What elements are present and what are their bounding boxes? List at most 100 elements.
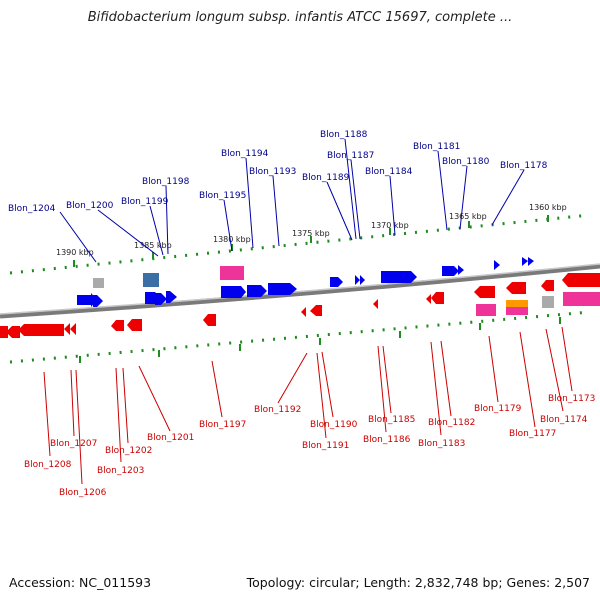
genome-backbone-highlight bbox=[0, 263, 600, 315]
gene-label-blon-1189: Blon_1189 bbox=[302, 173, 350, 183]
gene-arrow-forward bbox=[442, 266, 459, 276]
gene-arrow-forward bbox=[268, 283, 297, 295]
gene-arrow-forward bbox=[93, 295, 103, 307]
gene-label-blon-1186: Blon_1186 bbox=[363, 435, 411, 445]
gene-arrow-reverse bbox=[203, 314, 216, 326]
scale-label: 1385 kbp bbox=[134, 241, 172, 250]
leader-line bbox=[245, 157, 254, 249]
gene-arrow-reverse bbox=[426, 294, 431, 304]
gene-arrow-forward bbox=[494, 260, 500, 270]
scale-label: 1365 kbp bbox=[449, 212, 487, 221]
gene-label-blon-1185: Blon_1185 bbox=[368, 415, 415, 425]
leader-line bbox=[316, 352, 327, 439]
leader-line bbox=[350, 159, 361, 240]
leader-line bbox=[211, 360, 223, 418]
gene-arrow-reverse bbox=[127, 319, 142, 331]
leader-line bbox=[545, 328, 564, 412]
gene-label-blon-1195: Blon_1195 bbox=[199, 191, 246, 201]
gene-arrow-forward bbox=[247, 285, 267, 297]
gene-arrow-reverse bbox=[562, 273, 600, 287]
gene-arrow-reverse bbox=[506, 282, 526, 294]
rna-gene-box bbox=[563, 292, 600, 306]
scale-label: 1370 kbp bbox=[371, 221, 409, 230]
gene-label-blon-1182: Blon_1182 bbox=[428, 418, 475, 428]
reverse-leader-lines bbox=[43, 326, 573, 485]
gene-arrow-reverse bbox=[301, 307, 306, 317]
upper-tick-track bbox=[9, 213, 591, 275]
other-gene-box bbox=[506, 300, 528, 307]
rna-gene-box bbox=[220, 266, 244, 280]
gene-label-blon-1188: Blon_1188 bbox=[320, 130, 368, 140]
gene-arrow-forward bbox=[355, 275, 365, 285]
gene-arrow-reverse bbox=[18, 324, 64, 336]
reverse-strand-genes bbox=[0, 273, 600, 338]
gene-label-blon-1201: Blon_1201 bbox=[147, 433, 194, 443]
scale-label: 1360 kbp bbox=[529, 203, 567, 212]
gene-label-blon-1203: Blon_1203 bbox=[97, 466, 144, 476]
gene-arrow-reverse bbox=[310, 305, 322, 316]
leader-line bbox=[165, 185, 169, 255]
gene-label-blon-1193: Blon_1193 bbox=[249, 167, 296, 177]
gene-label-blon-1190: Blon_1190 bbox=[310, 420, 358, 430]
gene-label-blon-1199: Blon_1199 bbox=[121, 197, 169, 207]
leader-line bbox=[277, 352, 308, 404]
leader-line bbox=[138, 365, 171, 432]
leader-line bbox=[272, 175, 280, 247]
gene-arrow-forward bbox=[381, 271, 417, 283]
leader-line bbox=[382, 345, 392, 414]
leader-line bbox=[70, 369, 75, 437]
gene-label-blon-1197: Blon_1197 bbox=[199, 420, 246, 430]
gene-arrow-reverse bbox=[373, 299, 378, 309]
leader-line bbox=[321, 351, 334, 418]
scale-label: 1390 kbp bbox=[56, 248, 94, 257]
gene-label-blon-1207: Blon_1207 bbox=[50, 439, 97, 449]
leader-line bbox=[440, 340, 452, 417]
leader-line bbox=[377, 345, 387, 433]
gene-label-blon-1177: Blon_1177 bbox=[509, 429, 556, 439]
gene-arrow-reverse bbox=[64, 323, 76, 335]
gene-arrow-reverse bbox=[111, 320, 124, 331]
gene-label-blon-1173: Blon_1173 bbox=[548, 394, 595, 404]
gene-arrow-reverse bbox=[6, 326, 20, 338]
leader-line bbox=[43, 371, 51, 457]
gene-arrow-forward bbox=[77, 293, 97, 307]
leader-line bbox=[519, 331, 536, 428]
leader-line bbox=[389, 175, 396, 236]
map-title: Bifidobacterium longum subsp. infantis A… bbox=[87, 10, 513, 25]
leader-line bbox=[223, 199, 233, 252]
leader-line bbox=[149, 205, 164, 256]
gene-label-blon-1174: Blon_1174 bbox=[540, 415, 588, 425]
gene-label-blon-1208: Blon_1208 bbox=[24, 460, 72, 470]
forward-gene-labels: Blon_1204 Blon_1200 Blon_1199 Blon_1198 … bbox=[8, 130, 548, 214]
leader-line bbox=[97, 209, 159, 257]
rna-gene-box bbox=[506, 307, 528, 315]
genome-summary-text: Topology: circular; Length: 2,832,748 bp… bbox=[246, 575, 590, 590]
lower-tick-track bbox=[9, 310, 591, 364]
leader-line bbox=[437, 150, 448, 231]
leader-line bbox=[488, 335, 499, 403]
leader-line bbox=[59, 211, 97, 263]
scale-label: 1375 kbp bbox=[292, 229, 330, 238]
gene-label-blon-1183: Blon_1183 bbox=[418, 439, 465, 449]
gene-label-blon-1192: Blon_1192 bbox=[254, 405, 301, 415]
forward-leader-lines bbox=[59, 138, 525, 263]
rna-gene-box bbox=[143, 273, 159, 287]
gene-label-blon-1191: Blon_1191 bbox=[302, 441, 349, 451]
gene-label-blon-1194: Blon_1194 bbox=[221, 149, 269, 159]
gene-label-blon-1180: Blon_1180 bbox=[442, 157, 490, 167]
gene-label-blon-1204: Blon_1204 bbox=[8, 204, 56, 214]
leader-line bbox=[561, 326, 573, 392]
gene-label-blon-1184: Blon_1184 bbox=[365, 167, 413, 177]
scale-labels: 1390 kbp 1385 kbp 1380 kbp 1375 kbp 1370… bbox=[56, 203, 567, 257]
gene-label-blon-1200: Blon_1200 bbox=[66, 201, 114, 211]
leader-line bbox=[344, 138, 357, 240]
gene-arrow-reverse bbox=[0, 326, 8, 338]
accession-text: Accession: NC_011593 bbox=[9, 575, 152, 590]
forward-strand-genes bbox=[77, 257, 534, 307]
gene-arrow-forward bbox=[522, 257, 534, 266]
rna-gene-box bbox=[476, 304, 496, 316]
gene-arrow-forward bbox=[155, 293, 167, 305]
gene-arrow-reverse bbox=[541, 280, 554, 291]
gene-label-blon-1187: Blon_1187 bbox=[327, 151, 374, 161]
